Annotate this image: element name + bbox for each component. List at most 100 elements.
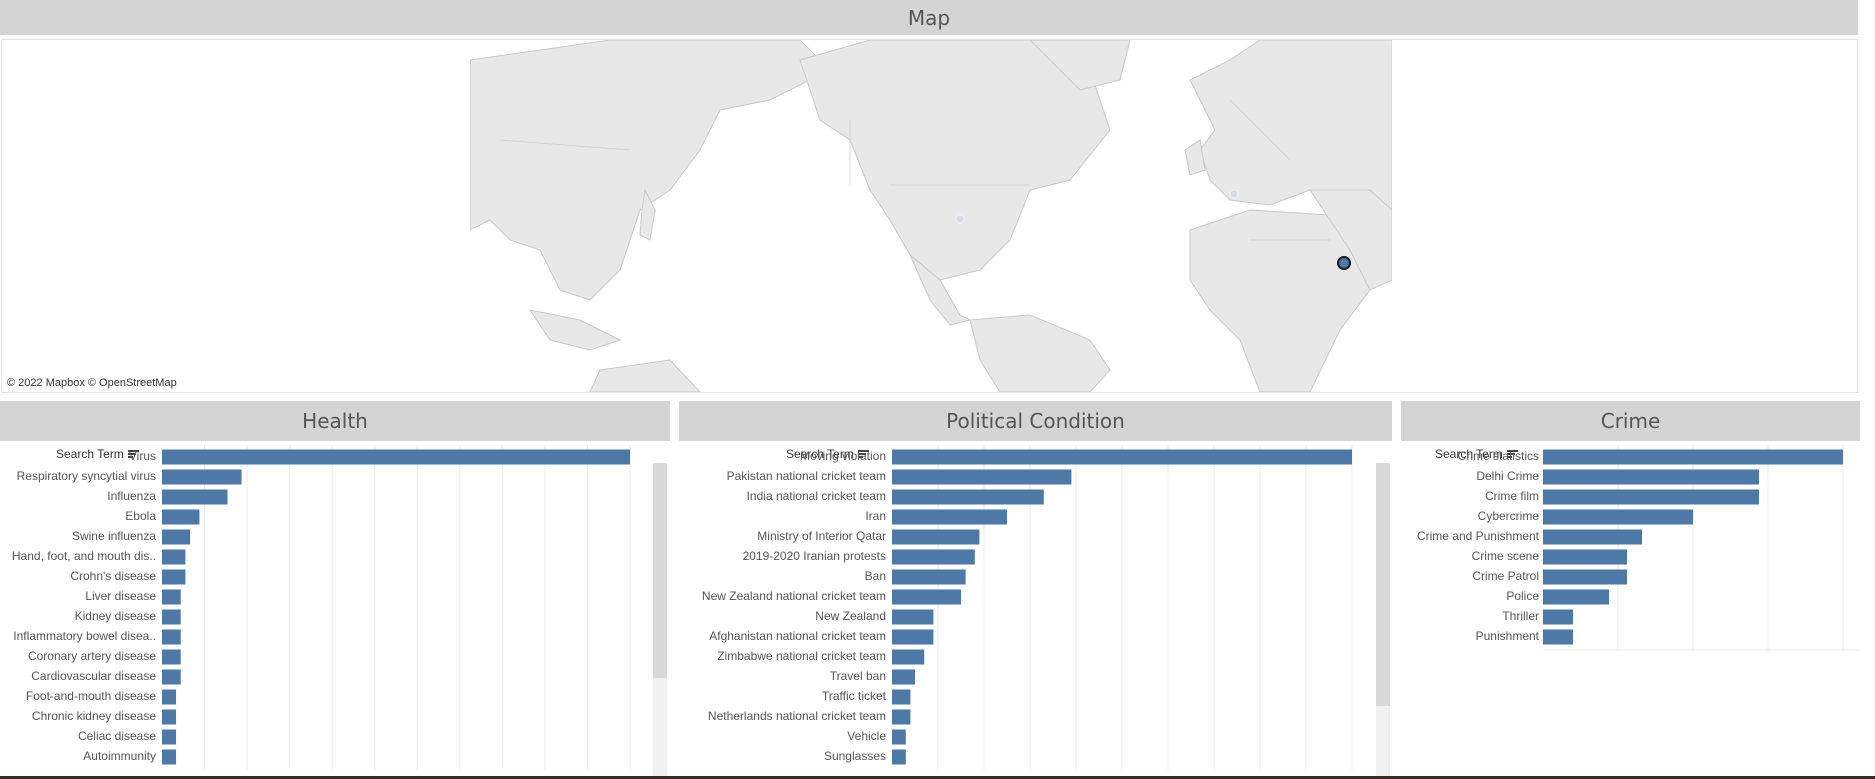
bar[interactable]: [162, 709, 177, 725]
bar[interactable]: [892, 689, 911, 705]
category-label: Sunglasses: [824, 749, 886, 763]
bar[interactable]: [892, 569, 966, 585]
category-label: Respiratory syncytial virus: [17, 469, 156, 483]
bar[interactable]: [892, 729, 906, 745]
bar[interactable]: [892, 589, 961, 605]
health-sort-label: Search Term: [56, 447, 124, 461]
bar[interactable]: [162, 529, 191, 545]
bar[interactable]: [162, 489, 228, 505]
land-japan: [639, 188, 656, 241]
bar[interactable]: [162, 629, 181, 645]
category-label: India national cricket team: [747, 489, 886, 503]
political-scroll-thumb[interactable]: [1376, 463, 1390, 706]
category-label: 2019-2020 Iranian protests: [743, 549, 886, 563]
marker-usa: [955, 214, 965, 224]
bar[interactable]: [162, 469, 242, 485]
category-label: Punishment: [1476, 629, 1540, 643]
world-map[interactable]: [470, 40, 1392, 392]
category-label: Hand, foot, and mouth dis..: [12, 549, 156, 563]
bar[interactable]: [162, 749, 177, 765]
category-label: Police: [1506, 589, 1539, 603]
health-scroll-thumb[interactable]: [653, 463, 667, 678]
land-greenland: [1029, 40, 1131, 91]
marker-qatar[interactable]: [1337, 256, 1351, 270]
bar[interactable]: [162, 729, 177, 745]
bar[interactable]: [892, 469, 1072, 485]
bar[interactable]: [892, 649, 925, 665]
crime-title: Crime: [1600, 409, 1661, 433]
land-indonesia: [528, 309, 622, 351]
category-label: Pakistan national cricket team: [727, 469, 886, 483]
health-title: Health: [302, 409, 368, 433]
sort-icon[interactable]: [857, 449, 869, 459]
category-label: Foot-and-mouth disease: [26, 689, 156, 703]
category-label: Inflammatory bowel disea..: [13, 629, 156, 643]
bar[interactable]: [892, 609, 934, 625]
bar[interactable]: [892, 629, 934, 645]
bar[interactable]: [1543, 509, 1693, 525]
category-label: Crime film: [1485, 489, 1539, 503]
bar[interactable]: [162, 689, 177, 705]
crime-header: Crime: [1401, 401, 1860, 441]
map-view[interactable]: © 2022 Mapbox © OpenStreetMap: [1, 39, 1858, 393]
land-africa: [1189, 209, 1371, 392]
land-middle-east: [1309, 189, 1392, 291]
category-label: Vehicle: [847, 729, 886, 743]
category-label: Afghanistan national cricket team: [709, 629, 886, 643]
political-title: Political Condition: [946, 409, 1125, 433]
category-label: Coronary artery disease: [28, 649, 156, 663]
category-label: Netherlands national cricket team: [708, 709, 886, 723]
map-title: Map: [907, 5, 951, 30]
bar[interactable]: [892, 749, 906, 765]
land-europe: [1189, 40, 1392, 211]
bar[interactable]: [1543, 609, 1573, 625]
crime-sort-header[interactable]: Search Term: [1435, 447, 1518, 461]
bar[interactable]: [162, 609, 181, 625]
bar[interactable]: [1543, 529, 1642, 545]
category-label: Crime Patrol: [1472, 569, 1539, 583]
bar[interactable]: [892, 509, 1007, 525]
bar[interactable]: [892, 489, 1044, 505]
category-label: New Zealand national cricket team: [702, 589, 886, 603]
bar[interactable]: [162, 569, 186, 585]
category-label: Cardiovascular disease: [31, 669, 156, 683]
bar[interactable]: [1543, 469, 1759, 485]
category-label: Influenza: [107, 489, 156, 503]
bar[interactable]: [1543, 629, 1573, 645]
crime-sort-label: Search Term: [1435, 447, 1503, 461]
health-header: Health: [0, 401, 670, 441]
health-chart: Virus Respiratory syncytial virus Influenz…: [0, 445, 660, 776]
bar[interactable]: [892, 449, 1352, 465]
category-label: Cybercrime: [1478, 509, 1540, 523]
bar[interactable]: [162, 509, 200, 525]
bar[interactable]: [1543, 549, 1627, 565]
political-sort-header[interactable]: Search Term: [786, 447, 869, 461]
bar[interactable]: [162, 449, 630, 465]
bar[interactable]: [162, 549, 186, 565]
bar[interactable]: [1543, 589, 1609, 605]
bar[interactable]: [1543, 569, 1627, 585]
bar[interactable]: [162, 589, 181, 605]
bar[interactable]: [162, 649, 181, 665]
category-label: Swine influenza: [72, 529, 156, 543]
sort-icon[interactable]: [1506, 449, 1518, 459]
health-sort-header[interactable]: Search Term: [56, 447, 139, 461]
crime-chart: Crime statistics Delhi Crime Crime film Cyb…: [1401, 445, 1861, 776]
land-australia-edge: [589, 359, 701, 392]
bar[interactable]: [1543, 489, 1759, 505]
land-north-america: [799, 40, 1111, 281]
bar[interactable]: [162, 669, 181, 685]
category-label: Travel ban: [830, 669, 886, 683]
category-label: Liver disease: [85, 589, 156, 603]
bar[interactable]: [892, 709, 911, 725]
bar[interactable]: [1543, 449, 1843, 465]
bar[interactable]: [892, 549, 975, 565]
land-south-america: [969, 314, 1111, 392]
political-header: Political Condition: [679, 401, 1392, 441]
sort-icon[interactable]: [127, 449, 139, 459]
bar[interactable]: [892, 529, 980, 545]
category-label: Zimbabwe national cricket team: [717, 649, 886, 663]
category-label: Autoimmunity: [83, 749, 156, 763]
category-label: Crime and Punishment: [1417, 529, 1540, 543]
bar[interactable]: [892, 669, 915, 685]
